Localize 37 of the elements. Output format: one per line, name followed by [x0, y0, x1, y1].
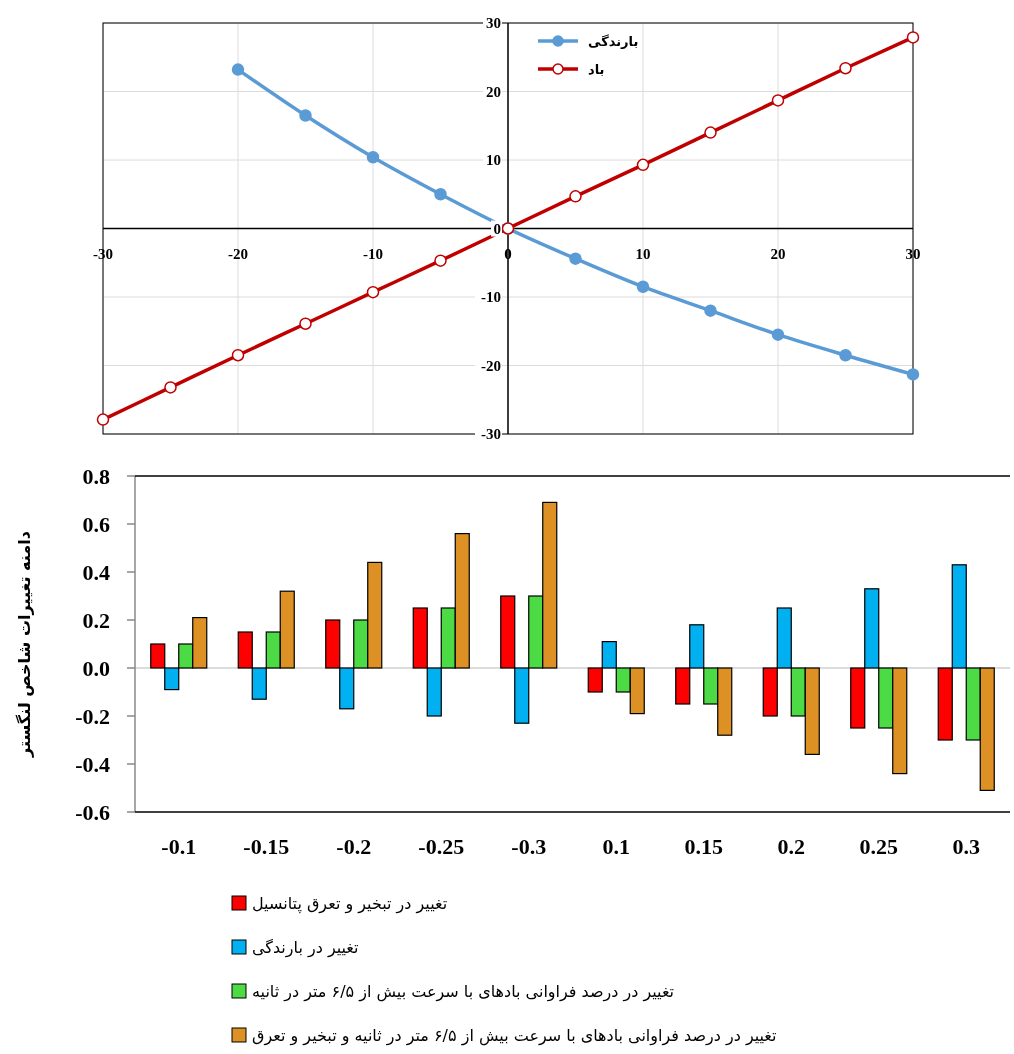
x-tick-label: 0.3 — [952, 834, 980, 859]
y-tick-label: 30 — [486, 15, 501, 31]
y-tick-label: -0.4 — [75, 752, 110, 777]
legend-label: تغییر در درصد فراوانی بادهای با سرعت بیش از ۶/۵ متر در ثانیه — [252, 982, 675, 1002]
y-tick-label: 0.0 — [82, 656, 110, 681]
x-tick-label: 0.1 — [602, 834, 630, 859]
x-tick-label: 20 — [770, 245, 786, 262]
y-tick-label: -20 — [481, 357, 501, 374]
legend-label: تغییر در بارندگی — [252, 938, 359, 958]
x-tick-label: -0.2 — [336, 834, 372, 859]
x-tick-label: 0.25 — [859, 834, 898, 859]
x-tick-label: -0.3 — [511, 834, 547, 859]
legend-label: تغییر در درصد فراوانی بادهای با سرعت بیش از ۶/۵ متر در ثانیه و تبخیر و تعرق — [252, 1026, 777, 1046]
x-tick-label: -0.1 — [161, 834, 197, 859]
y-tick-label: 0.2 — [82, 608, 110, 633]
y-tick-label: 0 — [493, 220, 501, 237]
y-tick-label: 0.8 — [82, 464, 110, 489]
y-tick-label: -0.2 — [75, 704, 110, 729]
y-tick-label: 0.6 — [82, 512, 110, 537]
x-tick-label: -0.15 — [243, 834, 290, 859]
x-tick-label: 0.15 — [684, 834, 723, 859]
x-tick-label: -0.25 — [418, 834, 465, 859]
legend-label: تغییر در تبخیر و تعرق پتانسیل — [252, 894, 448, 914]
legend-label: بارندگی — [588, 34, 639, 49]
y-axis-title: دامنه تغییرات شاخص لنگستر — [15, 531, 34, 758]
y-tick-label: 0.4 — [82, 560, 110, 585]
y-tick-label: -30 — [481, 426, 501, 442]
y-tick-label: -10 — [481, 289, 501, 305]
x-tick-label: 0.2 — [777, 834, 805, 859]
x-tick-label: -20 — [228, 245, 248, 262]
x-tick-label: 10 — [635, 245, 651, 262]
legend-label: باد — [588, 62, 605, 77]
y-tick-label: -0.6 — [75, 800, 110, 825]
x-tick-label: -10 — [363, 245, 383, 262]
y-tick-label: 20 — [486, 83, 501, 100]
x-tick-label: 30 — [905, 245, 921, 262]
y-tick-label: 10 — [486, 152, 501, 168]
